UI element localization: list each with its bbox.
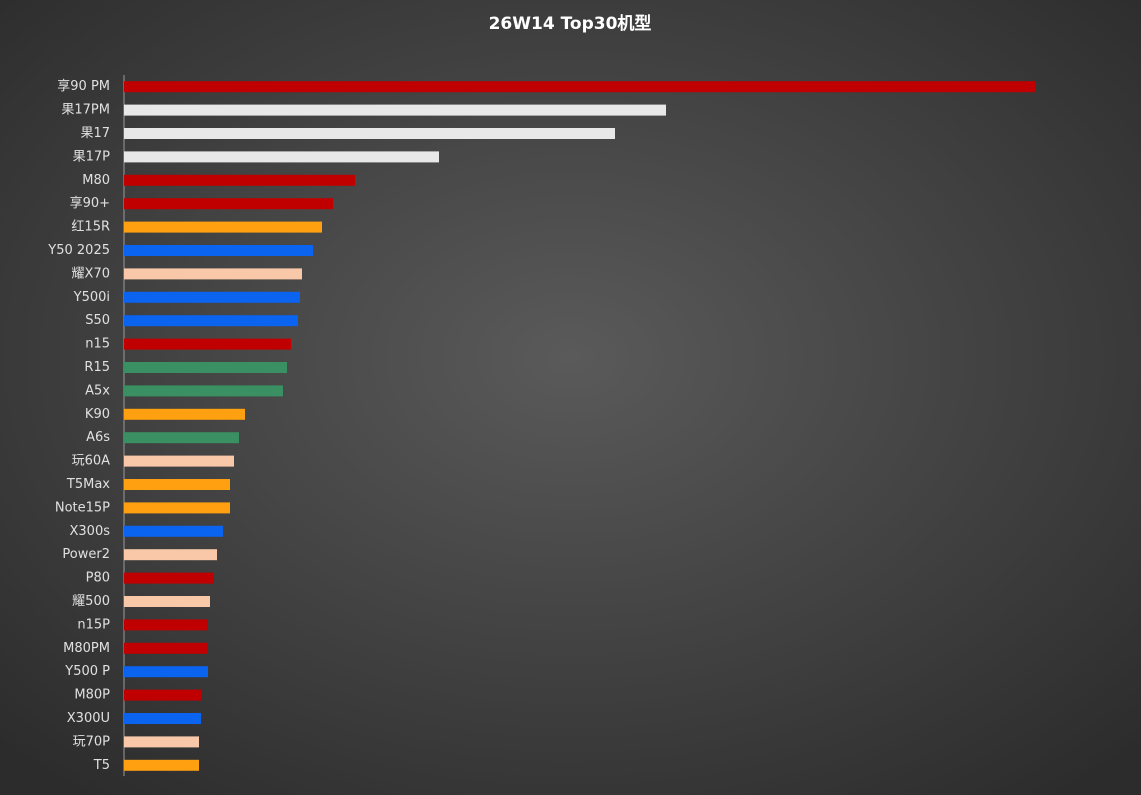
y-tick-label: 果17 [80, 126, 110, 141]
bar [124, 525, 223, 537]
y-tick-label: A6s [86, 430, 110, 445]
bar [124, 291, 300, 303]
bar [124, 268, 302, 280]
bar [124, 315, 298, 327]
y-tick-label: 耀500 [72, 594, 110, 609]
y-tick-label: P80 [86, 571, 110, 586]
y-tick-label: 享90+ [70, 195, 110, 211]
bar [124, 385, 283, 397]
y-tick-label: 玩60A [72, 454, 111, 469]
y-tick-label: M80 [82, 173, 110, 188]
y-tick-label: T5 [93, 758, 110, 773]
bar [124, 759, 199, 771]
bar [124, 689, 201, 701]
y-tick-label: Power2 [62, 547, 110, 562]
bar [124, 455, 234, 467]
y-tick-label: 果17PM [61, 103, 110, 118]
bar [124, 174, 355, 186]
y-tick-label: A5x [85, 383, 110, 398]
y-tick-label: T5Max [66, 477, 110, 492]
bar [124, 572, 214, 584]
bar [124, 479, 230, 490]
y-tick-label: Note15P [55, 500, 110, 515]
bar [124, 619, 208, 631]
bar [124, 432, 239, 444]
y-tick-label: Y50 2025 [47, 243, 110, 258]
y-tick-label: X300s [70, 524, 111, 539]
bar [124, 104, 666, 116]
chart-title: 26W14 Top30机型 [489, 13, 652, 34]
bar [124, 338, 291, 350]
bar [124, 549, 217, 561]
bar [124, 245, 313, 256]
y-tick-label: 玩70P [73, 734, 111, 749]
bar [124, 221, 322, 233]
bar [124, 81, 1036, 93]
y-tick-label: S50 [85, 313, 110, 328]
bar [124, 151, 439, 163]
y-tick-label: M80P [74, 688, 110, 703]
y-tick-label: 耀X70 [72, 266, 110, 281]
bar [124, 596, 210, 607]
bar [124, 408, 245, 420]
y-tick-label: X300U [67, 711, 110, 726]
y-tick-label: n15P [77, 617, 110, 632]
y-tick-label: Y500 P [64, 664, 110, 679]
bar [124, 362, 287, 373]
bar [124, 713, 201, 724]
y-tick-label: 果17P [73, 149, 111, 164]
bar [124, 502, 230, 514]
y-tick-label: M80PM [63, 641, 110, 656]
bar [124, 128, 615, 139]
bar [124, 642, 208, 654]
bar [124, 736, 199, 748]
y-tick-label: 红15R [71, 219, 110, 235]
y-tick-label: Y500i [73, 290, 110, 305]
bar [124, 198, 333, 210]
y-tick-label: K90 [85, 407, 110, 422]
y-tick-label: 享90 PM [57, 78, 110, 94]
bar [124, 666, 208, 678]
y-tick-label: R15 [84, 360, 110, 375]
y-tick-label: n15 [85, 337, 110, 352]
